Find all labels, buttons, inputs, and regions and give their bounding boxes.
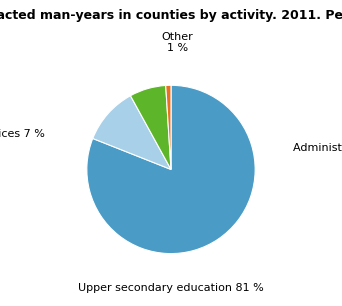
Text: Upper secondary education 81 %: Upper secondary education 81 % (78, 283, 264, 293)
Text: Contracted man-years in counties by activity. 2011. Per cent: Contracted man-years in counties by acti… (0, 9, 342, 22)
Wedge shape (166, 85, 171, 170)
Wedge shape (87, 85, 255, 254)
Text: Other
1 %: Other 1 % (162, 32, 194, 53)
Text: Dental health services 7 %: Dental health services 7 % (0, 129, 45, 139)
Text: Administration 11 %: Administration 11 % (293, 144, 342, 153)
Wedge shape (93, 96, 171, 170)
Wedge shape (130, 85, 171, 170)
